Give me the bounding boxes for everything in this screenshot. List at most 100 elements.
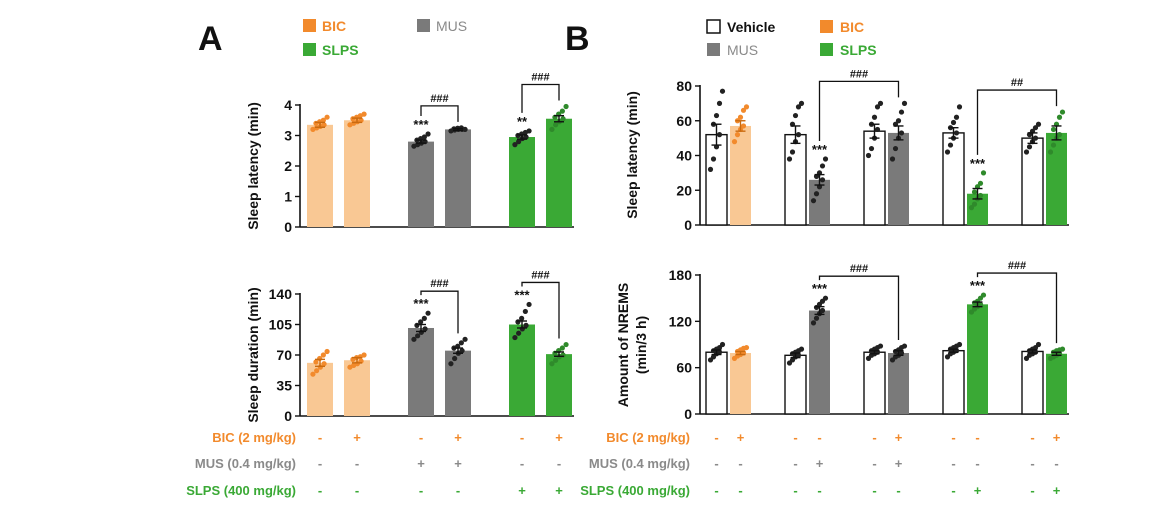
condition-sign: + xyxy=(816,456,824,471)
data-point xyxy=(1050,142,1057,148)
data-point xyxy=(526,301,532,308)
comparison-bracket xyxy=(976,272,1058,344)
condition-rows: BIC (2 mg/kg) - + - + - + MUS (0.4 mg/kg) - - + + - -… xyxy=(186,430,1061,498)
bar xyxy=(863,130,886,226)
data-point xyxy=(719,88,726,94)
bar xyxy=(888,352,909,414)
bar xyxy=(445,129,471,227)
data-point xyxy=(719,341,726,348)
condition-label: SLPS (400 mg/kg) xyxy=(580,483,690,498)
data-point xyxy=(563,103,569,110)
data-point xyxy=(516,139,522,145)
bar xyxy=(408,141,434,227)
data-point xyxy=(512,334,518,341)
legend-a-label-mus: MUS xyxy=(436,18,467,34)
ylabel-a-duration: Sleep duration (min) xyxy=(245,287,261,422)
bar xyxy=(730,125,751,225)
data-point xyxy=(956,341,963,348)
data-point xyxy=(953,130,960,136)
panel-letter-b: B xyxy=(565,20,590,58)
bar xyxy=(1021,350,1044,415)
bracket-label: ## xyxy=(1011,77,1023,89)
data-point xyxy=(898,109,905,115)
condition-sign: - xyxy=(793,483,797,498)
y-tick-label: 60 xyxy=(676,113,692,129)
data-point xyxy=(310,371,316,377)
condition-sign: - xyxy=(355,483,359,498)
y-tick-label: 20 xyxy=(676,182,692,198)
data-point xyxy=(740,123,747,129)
condition-sign: + xyxy=(555,430,563,445)
data-point xyxy=(320,352,326,358)
data-point xyxy=(822,156,829,162)
data-point xyxy=(320,117,326,123)
data-point xyxy=(559,345,565,351)
data-point xyxy=(716,132,723,138)
bar xyxy=(307,362,333,416)
y-tick-label: 105 xyxy=(269,317,293,333)
bar xyxy=(809,179,830,225)
data-point xyxy=(563,341,569,348)
comparison-bracket xyxy=(521,83,560,113)
data-point xyxy=(819,307,826,314)
significance-stars: ** xyxy=(517,114,528,129)
chart-b-nrems: 0 60 120 180 *** *** ### ### xyxy=(669,260,1069,422)
bar xyxy=(509,137,535,227)
data-point xyxy=(792,112,799,119)
legend-b-label-bic: BIC xyxy=(840,19,864,35)
condition-sign: - xyxy=(738,483,742,498)
condition-sign: - xyxy=(793,456,797,471)
legend-b-swatch-mus xyxy=(707,43,720,56)
data-point xyxy=(874,104,881,110)
bracket-label: ### xyxy=(531,269,549,281)
condition-sign: - xyxy=(318,483,322,498)
data-point xyxy=(740,107,747,113)
y-tick-label: 4 xyxy=(284,97,292,113)
significance-stars: *** xyxy=(812,142,828,157)
bar xyxy=(809,310,830,414)
condition-sign: + xyxy=(895,456,903,471)
bracket-label: ### xyxy=(531,72,549,84)
data-point xyxy=(980,292,987,298)
data-point xyxy=(526,128,532,134)
y-tick-label: 120 xyxy=(669,313,693,329)
significance-stars: *** xyxy=(812,281,828,296)
data-point xyxy=(324,114,330,120)
data-point xyxy=(361,111,367,117)
condition-sign: - xyxy=(975,456,979,471)
condition-sign: - xyxy=(817,430,821,445)
bracket-label: ### xyxy=(430,93,448,105)
data-point xyxy=(321,361,327,367)
condition-sign: - xyxy=(714,430,718,445)
data-point xyxy=(892,145,899,152)
y-tick-label: 0 xyxy=(684,406,692,422)
y-tick-label: 140 xyxy=(269,286,293,302)
data-point xyxy=(950,119,957,126)
legend-b-swatch-bic xyxy=(820,20,833,33)
data-point xyxy=(889,156,896,162)
data-point xyxy=(1047,149,1054,155)
data-point xyxy=(411,336,417,342)
data-point xyxy=(1059,346,1066,352)
data-point xyxy=(710,156,717,162)
significance-stars: *** xyxy=(413,296,429,311)
data-point xyxy=(559,108,565,114)
legend-b-swatch-vehicle xyxy=(706,19,721,34)
data-point xyxy=(901,343,908,349)
significance-stars: *** xyxy=(970,278,986,293)
condition-sign: + xyxy=(353,430,361,445)
condition-sign: - xyxy=(793,430,797,445)
condition-sign: - xyxy=(951,456,955,471)
condition-sign: - xyxy=(520,430,524,445)
legend-a-label-bic: BIC xyxy=(322,18,346,34)
data-point xyxy=(519,315,525,321)
data-point xyxy=(898,130,905,136)
legend-b-label-mus: MUS xyxy=(727,42,758,58)
data-point xyxy=(977,180,984,186)
data-point xyxy=(425,310,431,316)
legend-a-swatch-bic xyxy=(303,19,316,32)
condition-label: BIC (2 mg/kg) xyxy=(212,430,296,445)
condition-label: SLPS (400 mg/kg) xyxy=(186,483,296,498)
condition-sign: - xyxy=(872,483,876,498)
